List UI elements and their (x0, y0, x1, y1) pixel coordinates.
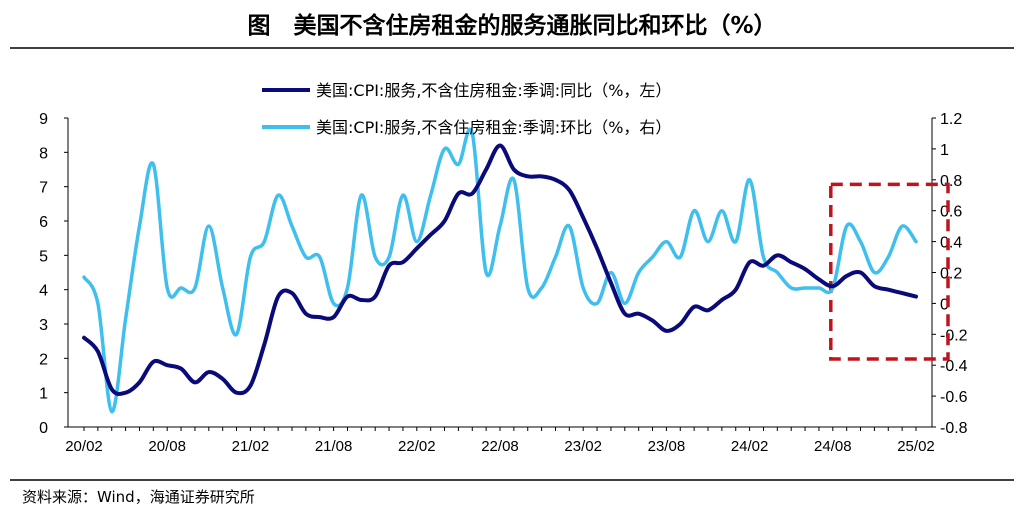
right-tick-label: 0 (940, 296, 949, 313)
left-tick-label: 9 (39, 111, 48, 128)
legend-label: 美国:CPI:服务,不含住房租金:季调:环比（%，右） (316, 118, 671, 137)
x-tick-label: 21/08 (315, 438, 353, 455)
left-tick-label: 5 (39, 248, 48, 265)
x-tick-label: 20/02 (65, 438, 103, 455)
right-tick-label: 0.8 (940, 173, 962, 190)
left-tick-label: 1 (39, 386, 48, 403)
chart-series (82, 127, 918, 414)
left-tick-label: 4 (39, 283, 48, 300)
x-tick-label: 22/08 (481, 438, 519, 455)
legend-label: 美国:CPI:服务,不含住房租金:季调:同比（%，左） (316, 81, 671, 100)
x-tick-label: 23/08 (648, 438, 686, 455)
right-tick-label: -0.4 (940, 358, 968, 375)
right-tick-label: 1.2 (940, 111, 962, 128)
highlight-annotation (829, 182, 950, 361)
left-tick-label: 2 (39, 351, 48, 368)
source-note: 资料来源：Wind，海通证券研究所 (22, 488, 255, 506)
right-tick-label: 0.4 (940, 235, 962, 252)
right-tick-label: 0.6 (940, 204, 962, 221)
right-tick-label: -0.8 (940, 420, 968, 437)
x-tick-label: 21/02 (232, 438, 270, 455)
series-line-mom (82, 127, 918, 414)
x-tick-label: 24/02 (731, 438, 769, 455)
series-line-yoy (82, 143, 918, 396)
x-tick-label: 24/08 (814, 438, 852, 455)
left-tick-label: 0 (39, 420, 48, 437)
x-tick-label: 22/02 (398, 438, 436, 455)
chart-axes: 0 1 2 3 4 5 6 7 8 9 -0.8 -0.6 -0.4 -0.2 0 0.2 0.4 0.6 0.8 1… (39, 111, 968, 455)
left-tick-label: 7 (39, 180, 48, 197)
chart-legend: 美国:CPI:服务,不含住房租金:季调:同比（%，左） 美国:CPI:服务,不含住… (262, 81, 671, 137)
right-tick-label: 0.2 (940, 266, 962, 283)
x-tick-label: 25/02 (897, 438, 935, 455)
highlight-box (829, 182, 950, 361)
x-tick-label: 20/08 (148, 438, 186, 455)
right-tick-label: 1 (940, 142, 949, 159)
x-tick-label: 23/02 (564, 438, 602, 455)
left-tick-label: 3 (39, 317, 48, 334)
right-tick-label: -0.6 (940, 389, 968, 406)
chart-title: 图 美国不含住房租金的服务通胀同比和环比（%） (247, 13, 777, 39)
left-tick-label: 6 (39, 214, 48, 231)
right-tick-label: -0.2 (940, 327, 968, 344)
left-tick-label: 8 (39, 145, 48, 162)
